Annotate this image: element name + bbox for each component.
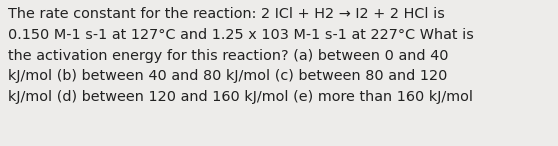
Text: The rate constant for the reaction: 2 ICl + H2 → I2 + 2 HCl is
0.150 M-1 s-1 at : The rate constant for the reaction: 2 IC… [8,7,474,104]
